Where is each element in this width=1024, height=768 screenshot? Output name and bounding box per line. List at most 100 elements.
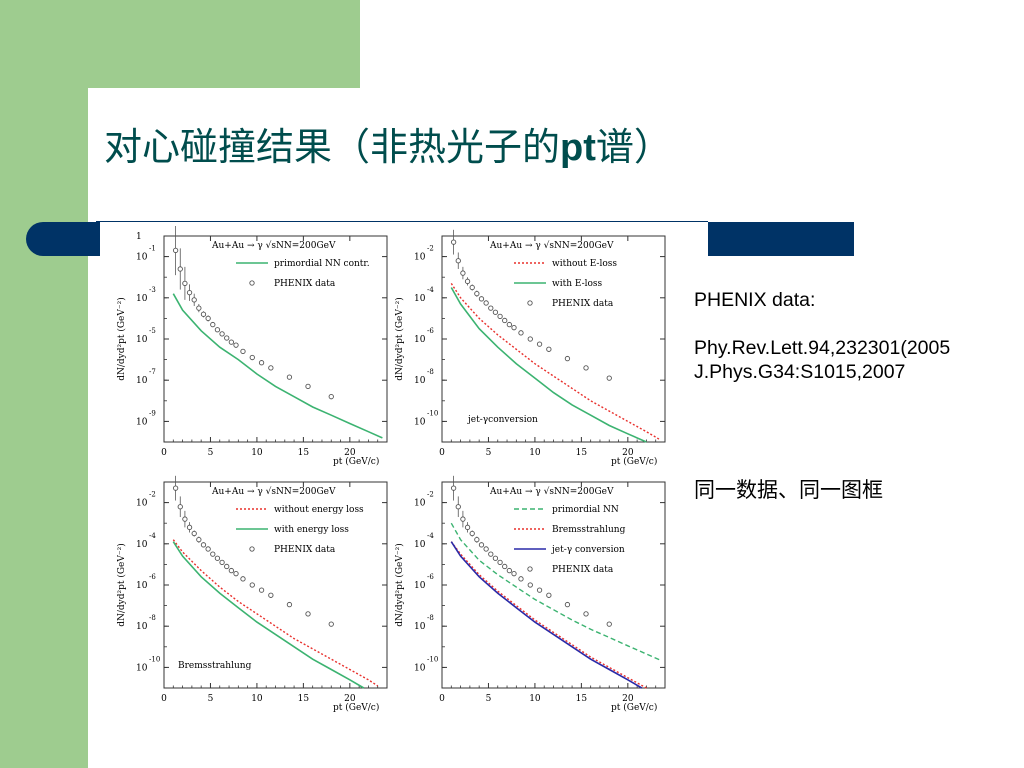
legend-label: without E-loss [552, 259, 617, 269]
y-tick-exponent: -4 [149, 532, 156, 540]
data-point [268, 365, 274, 371]
x-tick-label: 5 [208, 694, 214, 704]
x-tick-label: 0 [161, 694, 167, 704]
series-line [450, 522, 661, 661]
data-point [536, 587, 543, 593]
legend-marker [527, 300, 533, 306]
data-point [205, 546, 211, 552]
data-point [455, 258, 461, 264]
x-tick-label: 0 [439, 694, 445, 704]
y-tick-label: 10 [136, 417, 148, 427]
data-point [606, 375, 612, 381]
data-point [328, 621, 334, 627]
y-tick-exponent: -5 [149, 327, 156, 335]
y-tick-exponent: -10 [427, 655, 438, 663]
x-tick-label: 0 [439, 448, 445, 458]
data-point [328, 394, 334, 400]
data-point [546, 346, 552, 352]
data-point [233, 342, 239, 348]
data-point [469, 530, 475, 537]
data-point [564, 355, 571, 362]
data-point [506, 321, 513, 328]
y-axis-label: dN/dyd²pt (GeV⁻²) [394, 297, 405, 381]
x-tick-label: 5 [486, 694, 492, 704]
data-point [196, 305, 202, 311]
y-tick-label: 10 [136, 294, 148, 304]
data-point [191, 530, 197, 537]
x-tick-label: 10 [251, 448, 263, 458]
series-line [450, 283, 661, 441]
legend-label: with energy loss [274, 525, 349, 535]
x-tick-label: 15 [576, 694, 588, 704]
data-point [492, 555, 499, 561]
data-point [172, 485, 179, 491]
panel-annotation: jet-γconversion [467, 415, 538, 425]
panel-annotation: Bremsstrahlung [178, 661, 252, 671]
x-axis-label: pt (GeV/c) [611, 702, 657, 713]
data-point [483, 300, 489, 306]
data-point [464, 278, 471, 284]
x-tick-label: 20 [622, 694, 634, 704]
data-point [286, 601, 293, 608]
notes-block: PHENIX data: Phy.Rev.Lett.94,232301(2005… [694, 288, 1024, 384]
series-line [172, 293, 383, 439]
series-line [172, 539, 379, 687]
panel-header: Au+Au → γ √sNN=200GeV [211, 486, 336, 497]
data-point [488, 551, 494, 557]
data-point [506, 567, 513, 574]
x-tick-label: 0 [161, 448, 167, 458]
y-tick-label: 10 [414, 622, 426, 632]
y-tick-exponent: -8 [427, 368, 434, 376]
x-axis-label: pt (GeV/c) [333, 702, 379, 713]
data-point [210, 551, 216, 557]
y-tick-label: 10 [414, 581, 426, 591]
y-tick-label: 10 [136, 622, 148, 632]
data-point [228, 339, 235, 345]
y-tick-exponent: -10 [427, 409, 438, 417]
panel-header: Au+Au → γ √sNN=200GeV [489, 240, 614, 251]
data-point [214, 327, 221, 333]
y-tick-exponent: -2 [149, 491, 156, 499]
data-point [488, 305, 494, 311]
x-tick-label: 10 [529, 448, 541, 458]
data-point [177, 504, 183, 510]
y-tick-exponent: -10 [149, 655, 160, 663]
data-point [200, 542, 207, 548]
y-tick-exponent: -1 [149, 245, 156, 253]
data-point [233, 571, 239, 577]
y-tick-exponent: -3 [149, 286, 156, 294]
legend-label: primordial NN [552, 505, 619, 515]
data-point [249, 582, 255, 588]
right-navy-bar [708, 222, 854, 256]
data-point [546, 592, 552, 598]
data-point [182, 280, 188, 287]
data-point [186, 524, 193, 530]
data-point [474, 291, 480, 297]
legend-label: PHENIX data [274, 279, 336, 289]
legend-marker [249, 280, 255, 286]
data-point [564, 601, 571, 608]
data-point [518, 576, 524, 582]
y-axis-label: dN/dyd²pt (GeV⁻²) [116, 297, 127, 381]
y-axis-label: dN/dyd²pt (GeV⁻²) [394, 543, 405, 627]
legend-label: with E-loss [552, 279, 603, 289]
x-tick-label: 10 [251, 694, 263, 704]
y-tick-label: 10 [414, 376, 426, 386]
data-point [450, 485, 457, 491]
data-point [182, 516, 188, 522]
y-tick-label: 10 [136, 663, 148, 673]
data-point [460, 516, 466, 522]
data-point [200, 311, 207, 317]
data-point [469, 284, 475, 291]
data-point [305, 383, 311, 390]
x-tick-label: 20 [344, 694, 356, 704]
series-line [450, 541, 647, 689]
legend-label: PHENIX data [552, 565, 614, 575]
data-point [224, 563, 230, 570]
x-tick-label: 20 [344, 448, 356, 458]
y-tick-exponent: -4 [427, 532, 434, 540]
note-reference-prl: Phy.Rev.Lett.94,232301(2005 [694, 337, 951, 359]
data-point [240, 576, 246, 582]
